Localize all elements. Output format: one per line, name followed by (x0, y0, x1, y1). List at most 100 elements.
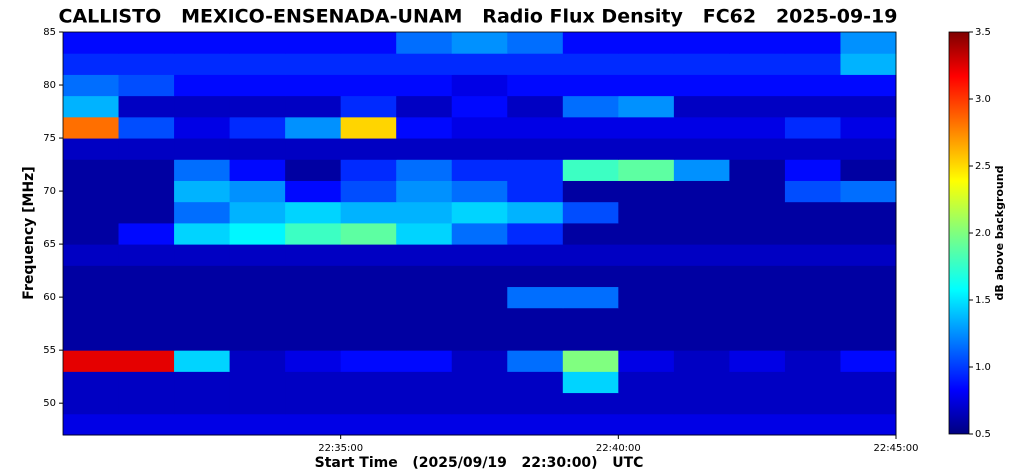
heatmap-cell (840, 307, 897, 330)
y-tick-label: 50 (43, 398, 56, 409)
heatmap-cell (451, 53, 508, 75)
heatmap-cell (285, 116, 342, 139)
heatmap-cell (118, 138, 175, 160)
heatmap-cell (285, 95, 342, 118)
heatmap-cell (562, 180, 619, 203)
heatmap-cell (396, 201, 453, 224)
heatmap-cell (729, 244, 786, 266)
heatmap-cell (618, 159, 675, 181)
heatmap-cell (673, 138, 730, 160)
heatmap-cell (784, 159, 841, 181)
heatmap-cell (118, 201, 175, 224)
heatmap-cell (174, 392, 231, 415)
heatmap-cell (285, 307, 342, 330)
heatmap-cell (729, 74, 786, 97)
heatmap-cell (729, 138, 786, 160)
heatmap-cell (229, 265, 286, 288)
heatmap-cell (840, 32, 897, 54)
heatmap-cell (118, 350, 175, 372)
heatmap-cell (340, 74, 397, 97)
heatmap-cell (618, 95, 675, 118)
heatmap-cell (396, 307, 453, 330)
heatmap-cell (118, 180, 175, 203)
heatmap-cell (174, 116, 231, 139)
heatmap-cell (673, 413, 730, 436)
heatmap-cell (784, 95, 841, 118)
heatmap-cell (229, 413, 286, 436)
heatmap-cell (673, 180, 730, 203)
heatmap-cell (673, 328, 730, 351)
heatmap-cell (63, 138, 120, 160)
heatmap-cell (451, 350, 508, 372)
y-tick-label: 65 (43, 239, 56, 250)
heatmap-cell (396, 116, 453, 139)
colorbar-tick-label: 0.5 (975, 429, 991, 440)
heatmap-cell (673, 265, 730, 288)
heatmap-cell (451, 222, 508, 245)
heatmap-cell (840, 350, 897, 372)
heatmap-cell (285, 138, 342, 160)
heatmap-cell (729, 159, 786, 181)
heatmap-cell (618, 53, 675, 75)
heatmap-cell (618, 180, 675, 203)
heatmap-cell (229, 74, 286, 97)
heatmap-cell (63, 32, 120, 54)
heatmap-cell (784, 116, 841, 139)
heatmap-cell (118, 371, 175, 394)
heatmap-cell (507, 307, 564, 330)
heatmap-cell (507, 138, 564, 160)
heatmap-cell (63, 222, 120, 245)
heatmap-cell (396, 371, 453, 394)
heatmap-cell (562, 413, 619, 436)
heatmap-cell (784, 371, 841, 394)
heatmap-cell (784, 350, 841, 372)
heatmap-cell (396, 138, 453, 160)
heatmap-cell (174, 265, 231, 288)
heatmap-cell (229, 95, 286, 118)
heatmap-cell (507, 74, 564, 97)
heatmap-cell (229, 53, 286, 75)
heatmap-cell (618, 201, 675, 224)
heatmap-cell (340, 32, 397, 54)
heatmap-cell (673, 116, 730, 139)
heatmap-cell (229, 307, 286, 330)
heatmap-cell (784, 32, 841, 54)
heatmap-cell (174, 413, 231, 436)
heatmap-cell (562, 350, 619, 372)
heatmap-cell (618, 244, 675, 266)
heatmap-cell (840, 222, 897, 245)
heatmap-cell (340, 138, 397, 160)
heatmap-cell (784, 222, 841, 245)
heatmap-cell (507, 201, 564, 224)
heatmap-cell (507, 371, 564, 394)
x-axis-label: Start Time (2025/09/19 22:30:00) UTC (315, 455, 644, 471)
colorbar-tick-label: 3.0 (975, 94, 991, 105)
heatmap-cell (174, 286, 231, 309)
heatmap-cell (340, 116, 397, 139)
heatmap-cell (229, 392, 286, 415)
heatmap-cell (340, 201, 397, 224)
heatmap-cell (340, 222, 397, 245)
heatmap-cell (840, 286, 897, 309)
heatmap-cell (451, 307, 508, 330)
heatmap-cell (229, 328, 286, 351)
heatmap-cell (285, 201, 342, 224)
heatmap-cell (340, 307, 397, 330)
heatmap-cell (673, 350, 730, 372)
heatmap-cell (673, 201, 730, 224)
heatmap-cell (673, 32, 730, 54)
heatmap-cell (507, 413, 564, 436)
heatmap-cell (784, 307, 841, 330)
heatmap-cell (174, 350, 231, 372)
heatmap-cell (618, 74, 675, 97)
heatmap-cell (451, 392, 508, 415)
heatmap-cell (118, 74, 175, 97)
heatmap-cell (340, 350, 397, 372)
heatmap-cell (840, 116, 897, 139)
heatmap-cell (618, 307, 675, 330)
heatmap-cell (396, 328, 453, 351)
heatmap-cell (118, 159, 175, 181)
heatmap-cell (63, 392, 120, 415)
heatmap-cell (174, 307, 231, 330)
heatmap-cell (63, 201, 120, 224)
